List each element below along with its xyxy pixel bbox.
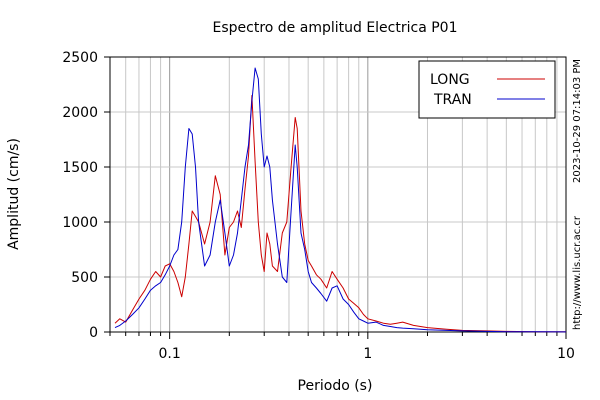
- series-line-long: [114, 95, 567, 333]
- x-tick-label: 10: [557, 346, 575, 362]
- series-group: [114, 67, 567, 333]
- source-url-label: http://www.lis.ucr.ac.cr: [572, 215, 583, 330]
- plot-frame: [109, 56, 567, 333]
- axis-ticks: 0.1 1 10 0 500 1000 1500 2000 2500: [62, 50, 575, 362]
- y-tick-label: 1500: [62, 160, 98, 176]
- legend: LONG TRAN: [418, 60, 556, 119]
- y-tick-label: 1000: [62, 215, 98, 231]
- y-tick-label: 2500: [62, 50, 98, 66]
- timestamp-label: 2023-10-29 07:14:03 PM: [572, 59, 583, 183]
- x-tick-label: 1: [363, 346, 372, 362]
- series-line-tran: [114, 67, 567, 333]
- legend-label-tran: TRAN: [433, 92, 472, 108]
- y-tick-label: 500: [71, 270, 98, 286]
- grid-lines: [109, 57, 566, 332]
- y-axis-label: Amplitud (cm/s): [6, 138, 22, 250]
- y-tick-label: 2000: [62, 105, 98, 121]
- y-tick-label: 0: [89, 325, 98, 341]
- legend-label-long: LONG: [430, 72, 470, 88]
- x-axis-label: Periodo (s): [298, 378, 373, 394]
- chart-title: Espectro de amplitud Electrica P01: [213, 20, 458, 36]
- legend-box: [418, 60, 556, 119]
- x-tick-label: 0.1: [159, 346, 181, 362]
